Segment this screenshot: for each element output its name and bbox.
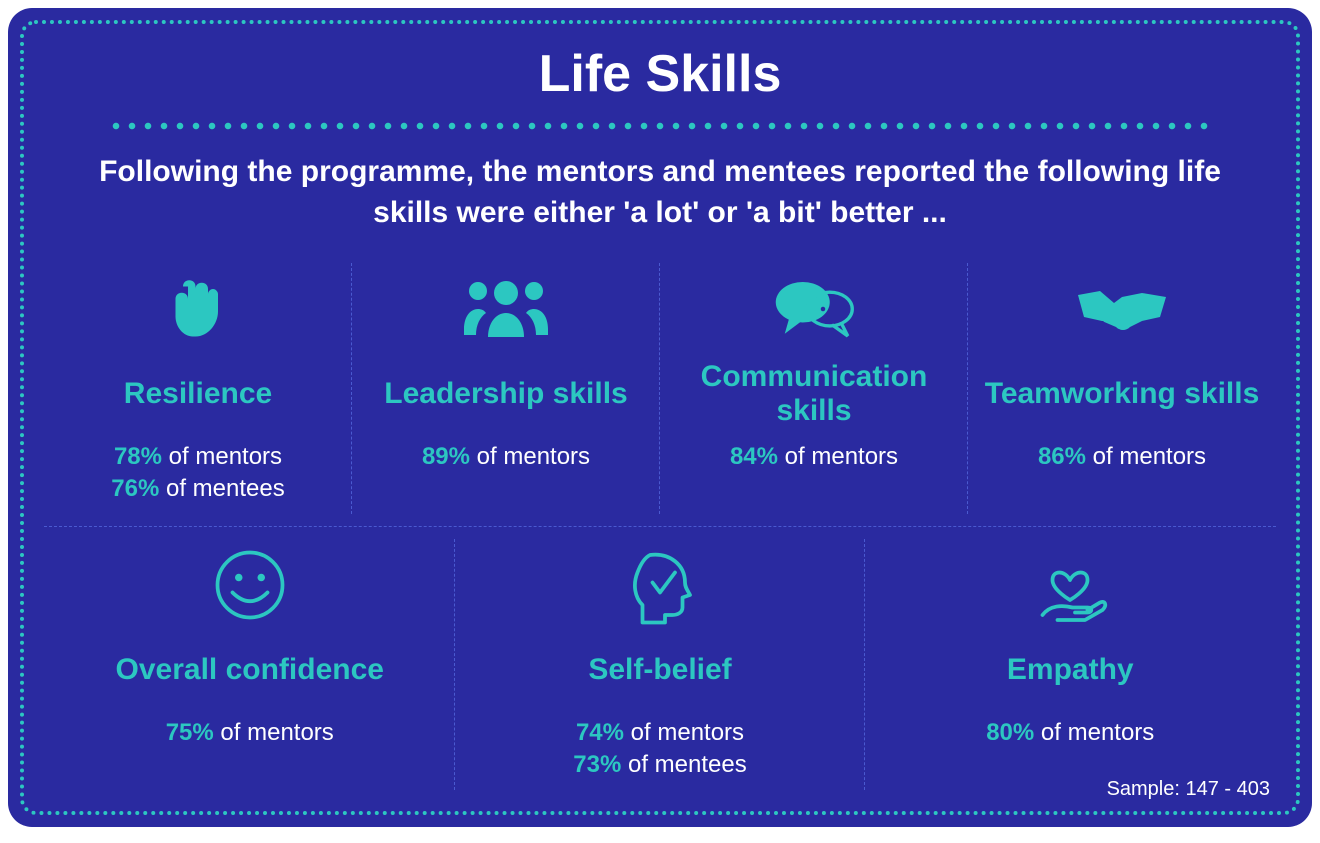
skill-stat: 80% of mentors <box>986 717 1154 749</box>
dotted-divider <box>104 122 1216 130</box>
stat-percent: 75% <box>166 719 214 746</box>
smile-icon <box>210 543 290 627</box>
skill-name: Communication skills <box>670 359 958 429</box>
stat-label: of mentees <box>159 475 284 502</box>
skill-name: Teamworking skills <box>985 359 1260 429</box>
heart-hand-icon <box>1030 543 1110 627</box>
skill-cell: Communication skills 84% of mentors <box>660 251 968 526</box>
stat-label: of mentees <box>621 751 746 778</box>
skill-cell: Resilience78% of mentors76% of mentees <box>44 251 352 526</box>
fist-icon <box>158 267 238 351</box>
stat-percent: 73% <box>573 751 621 778</box>
skill-name: Leadership skills <box>384 359 627 429</box>
subtitle: Following the programme, the mentors and… <box>84 152 1236 233</box>
stat-percent: 89% <box>422 443 470 470</box>
skills-row-1: Resilience78% of mentors76% of menteesLe… <box>44 251 1276 527</box>
stat-label: of mentors <box>162 443 282 470</box>
skill-stat: 73% of mentees <box>573 749 746 781</box>
stat-percent: 80% <box>986 719 1034 746</box>
skill-stat: 76% of mentees <box>111 473 284 505</box>
skills-row-2: Overall confidence 75% of mentors Self-bel… <box>44 527 1276 802</box>
infographic-card: Life Skills Following the programme, the… <box>8 8 1312 827</box>
people-icon <box>456 267 556 351</box>
skill-cell: Leadership skills 89% of mentors <box>352 251 660 526</box>
skill-name: Self-belief <box>588 635 731 705</box>
skill-stat: 78% of mentors <box>114 441 282 473</box>
stat-label: of mentors <box>778 443 898 470</box>
stat-label: of mentors <box>1086 443 1206 470</box>
skill-stat: 75% of mentors <box>166 717 334 749</box>
stat-percent: 86% <box>1038 443 1086 470</box>
skill-name: Resilience <box>124 359 272 429</box>
chat-icon <box>769 267 859 351</box>
stat-label: of mentors <box>470 443 590 470</box>
skills-grid: Resilience78% of mentors76% of menteesLe… <box>44 251 1276 802</box>
stat-percent: 78% <box>114 443 162 470</box>
skill-stat: 86% of mentors <box>1038 441 1206 473</box>
stat-label: of mentors <box>214 719 334 746</box>
skill-stat: 84% of mentors <box>730 441 898 473</box>
head-icon <box>620 543 700 627</box>
stat-label: of mentors <box>1034 719 1154 746</box>
sample-label: Sample: 147 - 403 <box>1107 778 1270 801</box>
skill-cell: Teamworking skills 86% of mentors <box>968 251 1276 526</box>
skill-name: Overall confidence <box>116 635 384 705</box>
stat-percent: 84% <box>730 443 778 470</box>
skill-stat: 89% of mentors <box>422 441 590 473</box>
skill-name: Empathy <box>1007 635 1134 705</box>
handshake-icon <box>1072 267 1172 351</box>
skill-cell: Self-belief74% of mentors73% of mentees <box>455 527 865 802</box>
skill-cell: Empathy 80% of mentors <box>865 527 1275 802</box>
stat-percent: 76% <box>111 475 159 502</box>
title: Life Skills <box>44 44 1276 104</box>
skill-cell: Overall confidence 75% of mentors <box>45 527 455 802</box>
stat-percent: 74% <box>576 719 624 746</box>
skill-stat: 74% of mentors <box>576 717 744 749</box>
stat-label: of mentors <box>624 719 744 746</box>
